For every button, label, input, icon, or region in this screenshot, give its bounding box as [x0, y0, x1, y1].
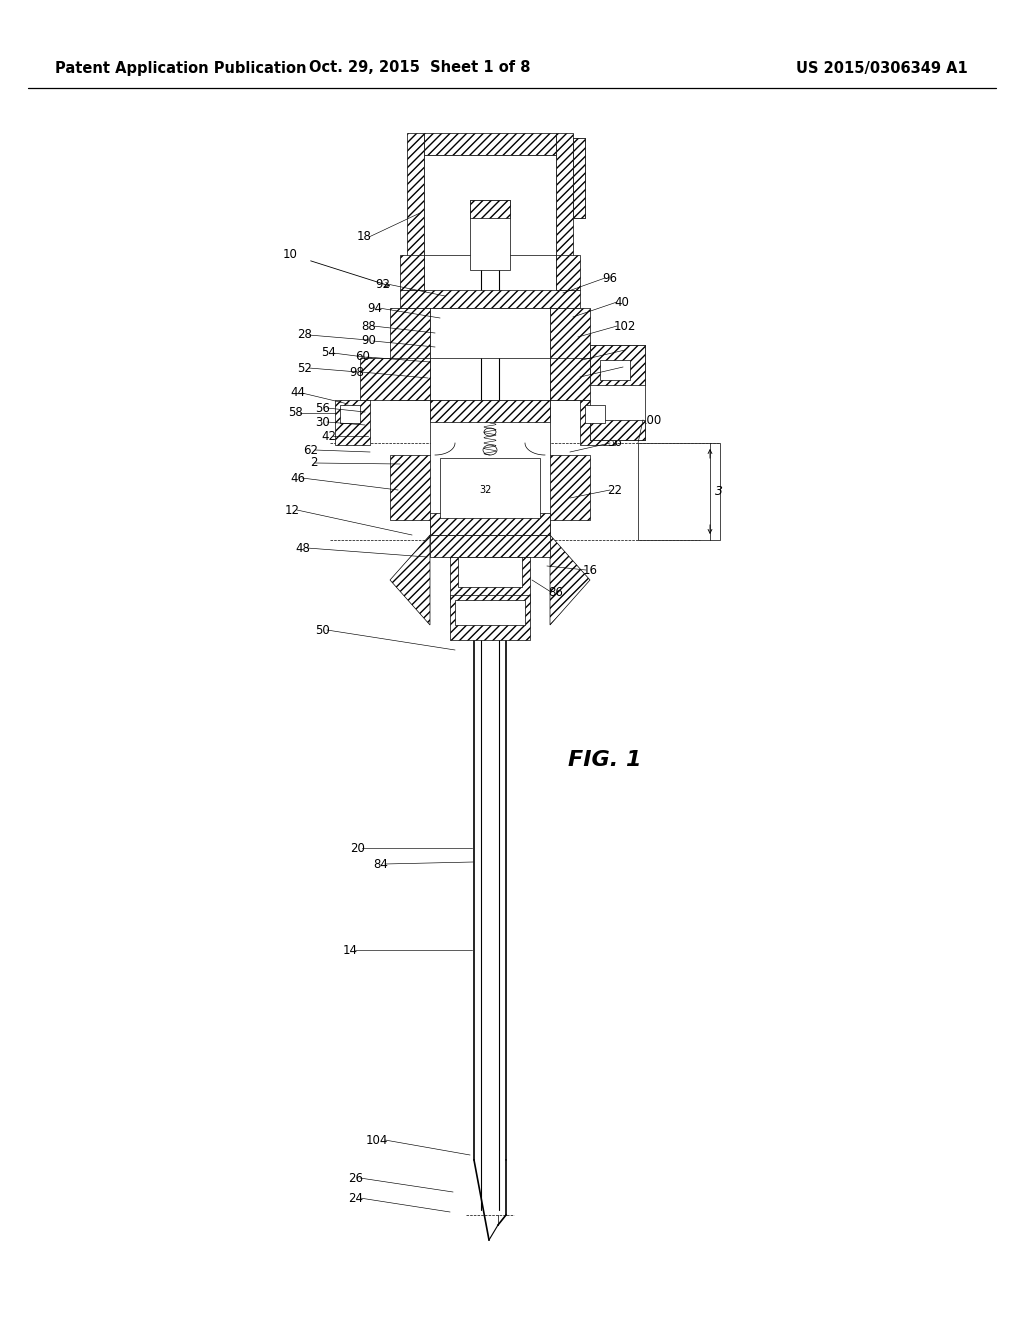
Bar: [600, 360, 630, 380]
Bar: [424, 154, 556, 255]
Text: 62: 62: [303, 444, 318, 457]
Text: 26: 26: [348, 1172, 362, 1184]
Bar: [450, 595, 530, 640]
Bar: [335, 400, 370, 445]
Bar: [550, 308, 590, 400]
Bar: [440, 458, 540, 517]
Bar: [400, 290, 580, 308]
Text: 60: 60: [355, 351, 370, 363]
Bar: [340, 405, 360, 422]
Bar: [470, 201, 510, 218]
Text: 88: 88: [361, 319, 376, 333]
Text: 2: 2: [310, 457, 318, 470]
Polygon shape: [390, 535, 430, 624]
Text: 56: 56: [315, 401, 330, 414]
Text: 98: 98: [349, 366, 364, 379]
Bar: [430, 535, 550, 557]
Text: 86: 86: [548, 586, 563, 598]
Text: 42: 42: [321, 429, 336, 442]
Bar: [360, 358, 430, 400]
Bar: [470, 201, 510, 271]
Bar: [556, 133, 573, 290]
Bar: [450, 557, 530, 602]
Text: 90: 90: [361, 334, 376, 347]
Text: Oct. 29, 2015  Sheet 1 of 8: Oct. 29, 2015 Sheet 1 of 8: [309, 61, 530, 75]
Text: 94: 94: [367, 301, 382, 314]
Bar: [458, 557, 522, 587]
Text: 104: 104: [366, 1134, 388, 1147]
Text: 50: 50: [315, 623, 330, 636]
Bar: [573, 139, 585, 218]
Text: FIG. 1: FIG. 1: [568, 750, 641, 770]
Text: 48: 48: [295, 541, 310, 554]
Bar: [430, 513, 550, 535]
Text: 30: 30: [315, 416, 330, 429]
Text: Patent Application Publication: Patent Application Publication: [55, 61, 306, 75]
Text: 44: 44: [290, 387, 305, 400]
Text: 84: 84: [373, 858, 388, 870]
Text: 14: 14: [343, 944, 358, 957]
Text: 12: 12: [285, 503, 300, 516]
Bar: [407, 133, 424, 290]
Text: 20: 20: [350, 842, 365, 854]
Bar: [390, 455, 440, 520]
Bar: [455, 601, 525, 624]
Text: 3: 3: [715, 484, 723, 498]
Bar: [430, 308, 550, 358]
Bar: [573, 139, 585, 218]
Bar: [550, 358, 620, 400]
Text: 100: 100: [640, 413, 663, 426]
Text: 10: 10: [283, 248, 298, 261]
Bar: [638, 444, 720, 540]
Bar: [430, 400, 550, 535]
Text: 16: 16: [583, 564, 598, 577]
Text: 46: 46: [290, 471, 305, 484]
Bar: [590, 345, 645, 385]
Text: US 2015/0306349 A1: US 2015/0306349 A1: [797, 61, 968, 75]
Text: 32: 32: [479, 484, 492, 495]
Text: 28: 28: [297, 329, 312, 342]
Text: 58: 58: [288, 407, 303, 420]
Text: 38: 38: [620, 360, 635, 374]
Text: 18: 18: [357, 231, 372, 243]
Text: 40: 40: [614, 296, 629, 309]
Text: 24: 24: [348, 1192, 362, 1204]
Text: 92: 92: [375, 277, 390, 290]
Text: 96: 96: [602, 272, 617, 285]
Bar: [424, 133, 556, 154]
Text: 102: 102: [614, 319, 636, 333]
Bar: [580, 400, 615, 445]
Text: 52: 52: [297, 362, 312, 375]
Bar: [390, 308, 430, 400]
Text: 54: 54: [322, 346, 336, 359]
Bar: [430, 400, 550, 422]
Text: 22: 22: [607, 483, 622, 496]
Text: 36: 36: [607, 437, 622, 450]
Bar: [556, 255, 580, 290]
Text: 34: 34: [622, 343, 637, 356]
Polygon shape: [550, 535, 590, 624]
Bar: [400, 255, 424, 290]
Bar: [590, 420, 645, 440]
Bar: [540, 455, 590, 520]
Bar: [585, 405, 605, 422]
Bar: [590, 345, 645, 440]
